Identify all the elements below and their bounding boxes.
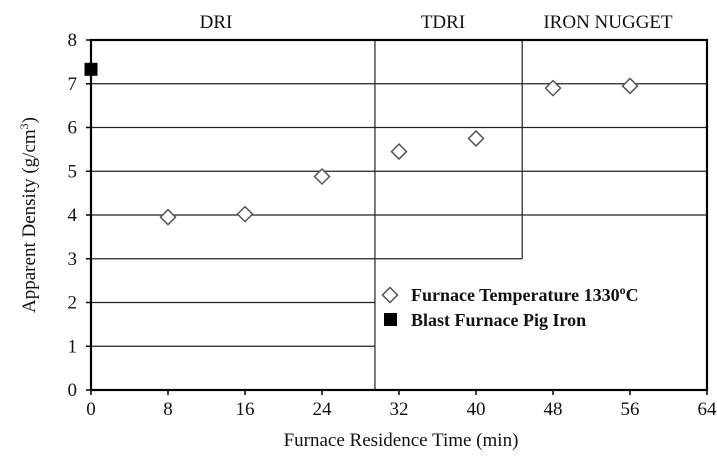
y-tick-label-8: 8 <box>68 30 78 51</box>
point-pig-iron-0 <box>84 62 98 76</box>
x-axis-title: Furnace Residence Time (min) <box>284 430 519 451</box>
legend-label-furnace-temperature: Furnace Temperature 1330oC <box>411 283 639 305</box>
x-tick-label-16: 16 <box>236 399 255 420</box>
y-axis-title-main: Apparent Density (g/cm <box>19 129 40 313</box>
x-tick-label-24: 24 <box>313 399 333 420</box>
legend-label-blast-furnace: Blast Furnace Pig Iron <box>411 310 586 330</box>
gridlines <box>91 83 707 347</box>
x-tick-label-64: 64 <box>698 399 717 420</box>
x-tick-label-40: 40 <box>467 399 486 420</box>
y-axis-title-sup: 3 <box>17 123 31 129</box>
legend-square-marker <box>384 313 397 326</box>
y-axis-title-end: ) <box>19 117 40 123</box>
legend-label-0-sup: o <box>620 283 626 297</box>
y-tick-label-1: 1 <box>68 336 78 357</box>
y-tick-label-6: 6 <box>68 118 78 139</box>
region-label-dri: DRI <box>200 12 233 33</box>
legend-diamond-marker <box>381 286 399 304</box>
point-furnace-temp-40 <box>467 129 485 147</box>
y-tick-label-3: 3 <box>68 249 78 270</box>
x-tick-label-0: 0 <box>86 399 96 420</box>
y-axis-ticks: 0 1 2 3 4 5 6 7 8 <box>68 30 91 401</box>
y-tick-label-5: 5 <box>68 161 78 182</box>
region-label-iron-nugget: IRON NUGGET <box>543 12 673 33</box>
point-furnace-temp-48 <box>544 79 562 97</box>
legend-label-0-prefix: Furnace Temperature 1330 <box>411 285 620 305</box>
point-furnace-temp-16 <box>236 205 254 223</box>
x-axis-ticks: 0 8 16 24 32 40 48 56 64 <box>86 390 717 420</box>
x-tick-label-48: 48 <box>544 399 563 420</box>
region-label-tdri: TDRI <box>421 12 465 33</box>
y-axis-title: Apparent Density (g/cm3) <box>17 117 40 313</box>
legend-label-1-prefix: Blast Furnace Pig Iron <box>411 310 586 330</box>
data-points <box>84 62 639 226</box>
x-tick-label-8: 8 <box>163 399 173 420</box>
legend-label-0-suffix: C <box>626 285 639 305</box>
point-furnace-temp-56 <box>621 77 639 95</box>
y-tick-label-2: 2 <box>68 293 78 314</box>
x-tick-label-56: 56 <box>621 399 640 420</box>
point-furnace-temp-8 <box>159 208 177 226</box>
point-furnace-temp-24 <box>313 167 331 186</box>
y-tick-label-0: 0 <box>68 380 78 401</box>
point-furnace-temp-32 <box>390 143 408 161</box>
y-tick-label-4: 4 <box>68 205 78 226</box>
x-tick-label-32: 32 <box>390 399 409 420</box>
region-dividers: DRI TDRI IRON NUGGET <box>200 12 673 390</box>
legend: Furnace Temperature 1330oC Blast Furnace… <box>381 283 639 330</box>
y-tick-label-7: 7 <box>68 74 78 95</box>
